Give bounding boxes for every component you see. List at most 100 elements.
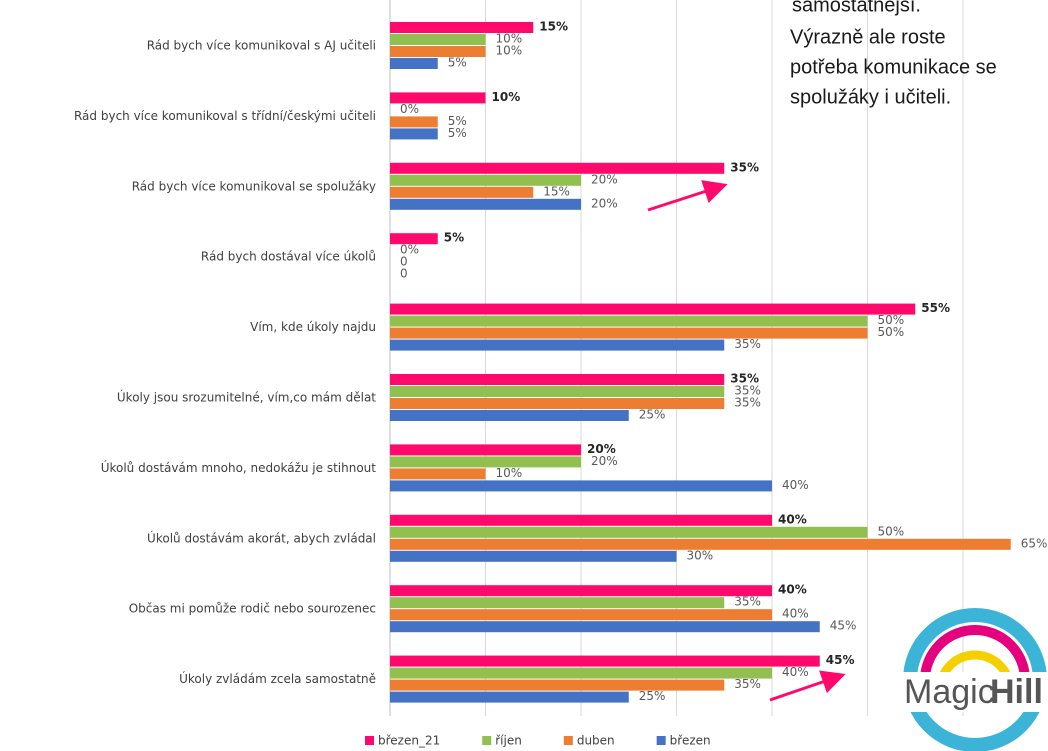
data-label: 50%	[878, 325, 905, 339]
data-label: 5%	[448, 114, 467, 128]
bar	[390, 34, 486, 45]
data-label: 25%	[639, 408, 666, 422]
plot: Rád bych více komunikoval s AJ učiteli 15…	[74, 0, 1047, 748]
category-label: Rád bych více komunikoval se spolužáky	[132, 179, 376, 193]
bar	[390, 398, 725, 409]
bar	[390, 58, 438, 69]
bar	[390, 585, 772, 597]
bar	[390, 550, 677, 562]
data-label: 5%	[448, 56, 467, 70]
category-label: Rád bych více komunikoval s třídní/český…	[74, 109, 376, 123]
bar	[390, 374, 725, 385]
data-label: 0	[400, 255, 408, 269]
bar	[390, 186, 534, 198]
data-label: 10%	[496, 32, 523, 46]
bar	[390, 303, 916, 315]
data-label: 40%	[782, 478, 809, 492]
category-label: Úkoly zvládám zcela samostatně	[179, 671, 376, 686]
legend-swatch	[482, 736, 492, 745]
data-label: 40%	[782, 665, 809, 679]
bar	[390, 679, 725, 691]
data-label: 25%	[639, 689, 666, 703]
bar	[390, 597, 725, 609]
legend-label: říjen	[495, 734, 522, 748]
data-label: 45%	[830, 619, 857, 633]
legend-swatch	[656, 736, 666, 745]
annotation: Výrazně ale roste	[790, 26, 946, 48]
data-label: 0%	[400, 243, 419, 257]
legend-swatch	[365, 736, 374, 745]
category-label: Rád bych dostával více úkolů	[201, 250, 376, 264]
bar	[390, 327, 868, 339]
data-label: 40%	[778, 583, 807, 597]
data-label: 50%	[878, 524, 905, 538]
data-label: 35%	[734, 595, 761, 609]
data-label: 5%	[444, 231, 464, 245]
data-label: 20%	[591, 172, 618, 186]
bar	[390, 655, 820, 667]
bar	[390, 468, 486, 480]
data-label: 20%	[591, 454, 618, 468]
bar	[390, 526, 868, 538]
data-label: 55%	[921, 301, 950, 315]
data-label: 35%	[730, 372, 759, 386]
bar	[390, 128, 438, 140]
data-label: 35%	[734, 384, 761, 398]
bar	[390, 386, 725, 397]
data-label: 0	[400, 267, 408, 281]
data-label: 10%	[496, 466, 523, 480]
data-label: 10%	[496, 44, 523, 58]
data-label: 40%	[778, 512, 807, 526]
bar	[390, 339, 725, 351]
data-label: 50%	[878, 313, 905, 327]
bar	[390, 514, 772, 526]
legend-swatch	[563, 736, 573, 745]
legend-label: březen_21	[378, 734, 440, 748]
data-label: 10%	[492, 90, 521, 104]
data-label: 20%	[591, 196, 618, 210]
logo: Magic Hill	[900, 608, 1048, 751]
logo-text: Magic	[904, 673, 995, 711]
data-label: 15%	[539, 20, 568, 34]
data-label: 35%	[734, 396, 761, 410]
annotation: potřeba komunikace se	[790, 56, 997, 78]
bar	[390, 233, 438, 245]
category-label: Úkolů dostávám akorát, abych zvládal	[147, 530, 376, 545]
category-label: Úkolů dostávám mnoho, nedokážu je stihno…	[101, 460, 377, 475]
arrow	[769, 670, 846, 702]
data-label: 15%	[543, 184, 570, 198]
bar	[390, 46, 486, 57]
bar	[390, 456, 581, 468]
data-label: 35%	[734, 677, 761, 691]
data-label: 35%	[730, 160, 759, 174]
data-label: 40%	[782, 607, 809, 621]
legend-label: duben	[577, 734, 615, 748]
data-label: 35%	[734, 337, 761, 351]
annotation: samostatnější.	[792, 0, 921, 16]
bar	[390, 116, 438, 128]
bar	[390, 22, 534, 33]
bar	[390, 621, 820, 633]
logo-text: Hill	[990, 673, 1043, 711]
category-label: Občas mi pomůže rodič nebo sourozenec	[129, 602, 376, 616]
data-label: 5%	[448, 126, 467, 140]
data-label: 20%	[587, 442, 616, 456]
bar	[390, 92, 486, 104]
category-label: Úkoly jsou srozumitelné, vím,co mám děla…	[117, 390, 376, 405]
data-label: 30%	[687, 548, 714, 562]
bar	[390, 667, 772, 679]
arrow	[647, 180, 728, 212]
data-label: 65%	[1021, 536, 1048, 550]
bar	[390, 444, 581, 456]
bar	[390, 315, 868, 327]
category-label: Vím, kde úkoly najdu	[250, 320, 376, 334]
data-label: 0%	[400, 102, 419, 116]
bar	[390, 410, 629, 421]
bar	[390, 174, 581, 186]
bar	[390, 162, 725, 174]
annotation: spolužáky i učiteli.	[790, 86, 951, 108]
bar	[390, 538, 1011, 550]
bar	[390, 198, 581, 210]
bar	[390, 480, 772, 492]
